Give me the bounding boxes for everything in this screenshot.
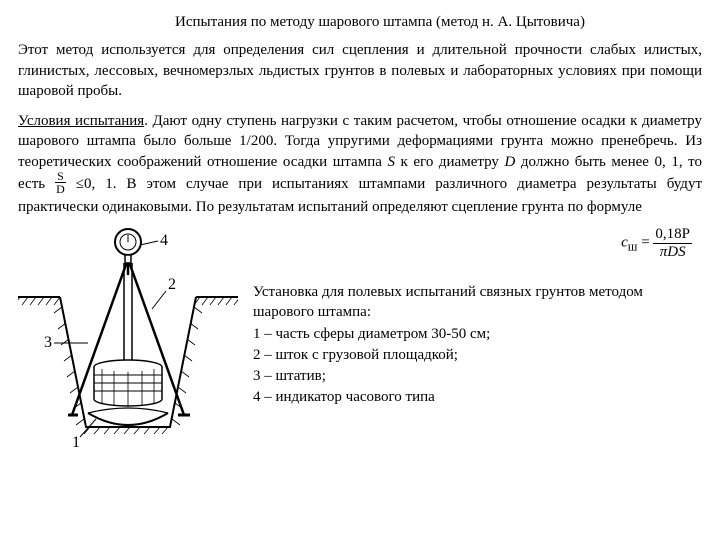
- formula: cш = 0,18PπDS: [621, 226, 692, 260]
- diagram-description: Установка для полевых испытаний связных …: [253, 227, 702, 467]
- desc-title: Установка для полевых испытаний связных …: [253, 282, 702, 323]
- conditions-label: Условия испытания: [18, 113, 144, 129]
- conditions-paragraph: Условия испытания. Дают одну ступень наг…: [18, 111, 702, 217]
- apparatus-diagram: 1 2 3 4: [18, 227, 238, 467]
- desc-item-4: 4 – индикатор часового типа: [253, 387, 702, 407]
- diagram-label-1: 1: [72, 434, 80, 451]
- intro-paragraph: Этот метод используется для определения …: [18, 40, 702, 101]
- diagram-label-3: 3: [44, 334, 52, 351]
- desc-item-3: 3 – штатив;: [253, 366, 702, 386]
- fraction-s-over-d: SD: [55, 170, 66, 195]
- diagram-label-4: 4: [160, 232, 168, 249]
- desc-item-1: 1 – часть сферы диаметром 30-50 см;: [253, 324, 702, 344]
- page-title: Испытания по методу шарового штампа (мет…: [18, 12, 702, 32]
- desc-item-2: 2 – шток с грузовой площадкой;: [253, 345, 702, 365]
- diagram-label-2: 2: [168, 276, 176, 293]
